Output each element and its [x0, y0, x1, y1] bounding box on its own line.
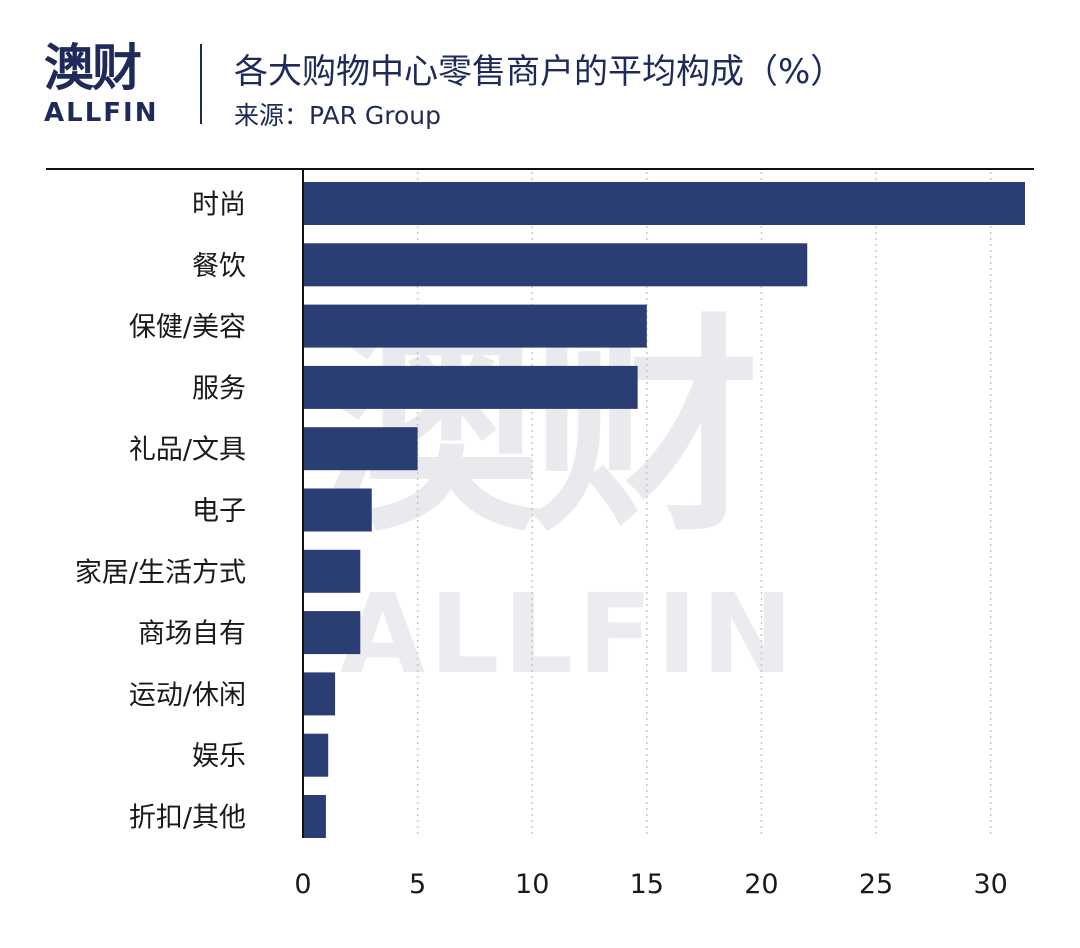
- x-tick-label: 30: [973, 869, 1007, 900]
- bar: [303, 733, 329, 777]
- header-divider: [200, 44, 202, 124]
- bar: [303, 182, 1025, 225]
- bar: [303, 488, 372, 532]
- category-label: 餐饮: [192, 251, 246, 282]
- logo-chinese: 澳财: [44, 39, 142, 97]
- category-label: 商场自有: [138, 619, 246, 650]
- category-label: 保健/美容: [129, 312, 246, 343]
- x-tick-label: 0: [294, 869, 311, 900]
- category-label: 运动/休闲: [129, 680, 246, 711]
- category-label: 电子: [192, 496, 246, 527]
- logo-english: ALLFIN: [44, 98, 159, 128]
- chart-title: 各大购物中心零售商户的平均构成（%）: [234, 52, 845, 92]
- x-tick-label: 10: [515, 869, 549, 900]
- top-rule: [46, 168, 1034, 170]
- x-tick-label: 20: [744, 869, 778, 900]
- bar: [303, 795, 326, 838]
- category-label: 礼品/文具: [129, 435, 246, 466]
- bar: [303, 549, 361, 593]
- x-tick-label: 15: [630, 869, 664, 900]
- bar: [303, 427, 418, 471]
- chart-source: 来源：PAR Group: [234, 101, 442, 130]
- bar: [303, 304, 647, 348]
- category-label: 娱乐: [192, 741, 246, 772]
- allfin-logo: 澳财 ALLFIN: [44, 40, 164, 128]
- bar: [303, 611, 361, 655]
- bar: [303, 243, 808, 287]
- bar: [303, 365, 638, 409]
- category-label: 时尚: [192, 190, 246, 221]
- category-label: 服务: [192, 373, 246, 404]
- category-label: 折扣/其他: [129, 803, 246, 834]
- x-tick-label: 25: [859, 869, 893, 900]
- category-label: 家居/生活方式: [75, 557, 246, 588]
- x-tick-label: 5: [409, 869, 426, 900]
- bar: [303, 672, 336, 716]
